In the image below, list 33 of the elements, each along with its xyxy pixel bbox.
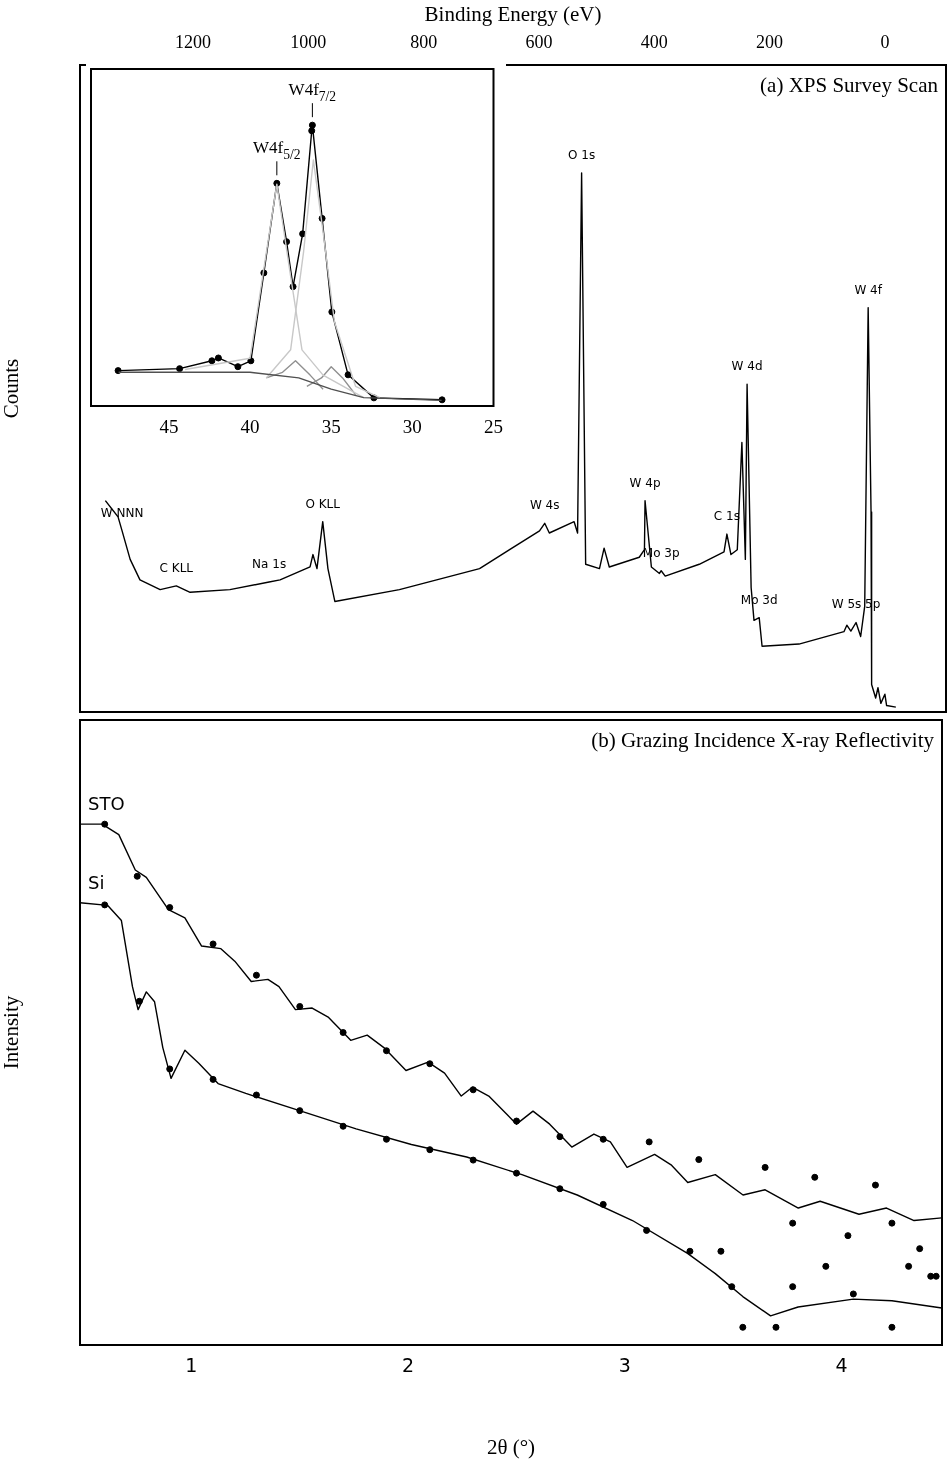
x-tick-label: 1200 bbox=[175, 31, 212, 52]
annotation: W 4s bbox=[529, 498, 560, 513]
x-tick-label: 25 bbox=[484, 416, 503, 438]
x-tick-label: 30 bbox=[402, 416, 422, 438]
x-tick-label: 1 bbox=[185, 1354, 198, 1377]
annotation: Na 1s bbox=[252, 557, 287, 572]
annotation: O 1s bbox=[568, 147, 596, 162]
x-axis-title: 2θ (°) bbox=[486, 1434, 536, 1459]
annotation: W NNN bbox=[100, 505, 144, 520]
x-tick-label: 4 bbox=[835, 1354, 848, 1377]
x-tick-label: 600 bbox=[525, 31, 553, 52]
series-label: STO bbox=[88, 793, 125, 815]
chart-title: (a) XPS Survey Scan bbox=[760, 73, 939, 97]
x-tick-label: 800 bbox=[410, 31, 438, 52]
x-tick-label: 200 bbox=[756, 31, 784, 52]
x-tick-label: 0 bbox=[880, 31, 890, 52]
x-axis-title: Binding Energy (eV) bbox=[424, 2, 602, 27]
x-tick-label: 2 bbox=[402, 1354, 415, 1377]
x-tick-label: 45 bbox=[159, 416, 179, 438]
chart-title: (b) Grazing Incidence X-ray Reflectivity bbox=[591, 728, 935, 752]
x-tick-label: 1000 bbox=[290, 31, 327, 52]
x-tick-label: 400 bbox=[640, 31, 668, 52]
annotation: W 4f bbox=[854, 282, 883, 297]
x-tick-label: 35 bbox=[321, 416, 341, 438]
x-tick-label: 3 bbox=[618, 1354, 631, 1377]
annotation: C KLL bbox=[159, 560, 194, 575]
y-axis-title: Intensity bbox=[0, 995, 24, 1070]
series-label: Si bbox=[88, 871, 105, 893]
y-axis-title: Counts bbox=[0, 358, 24, 419]
x-tick-label: 40 bbox=[240, 416, 260, 438]
annotation: W 4p bbox=[629, 475, 661, 490]
annotation: O KLL bbox=[305, 496, 341, 511]
annotation: W 4d bbox=[731, 359, 763, 374]
